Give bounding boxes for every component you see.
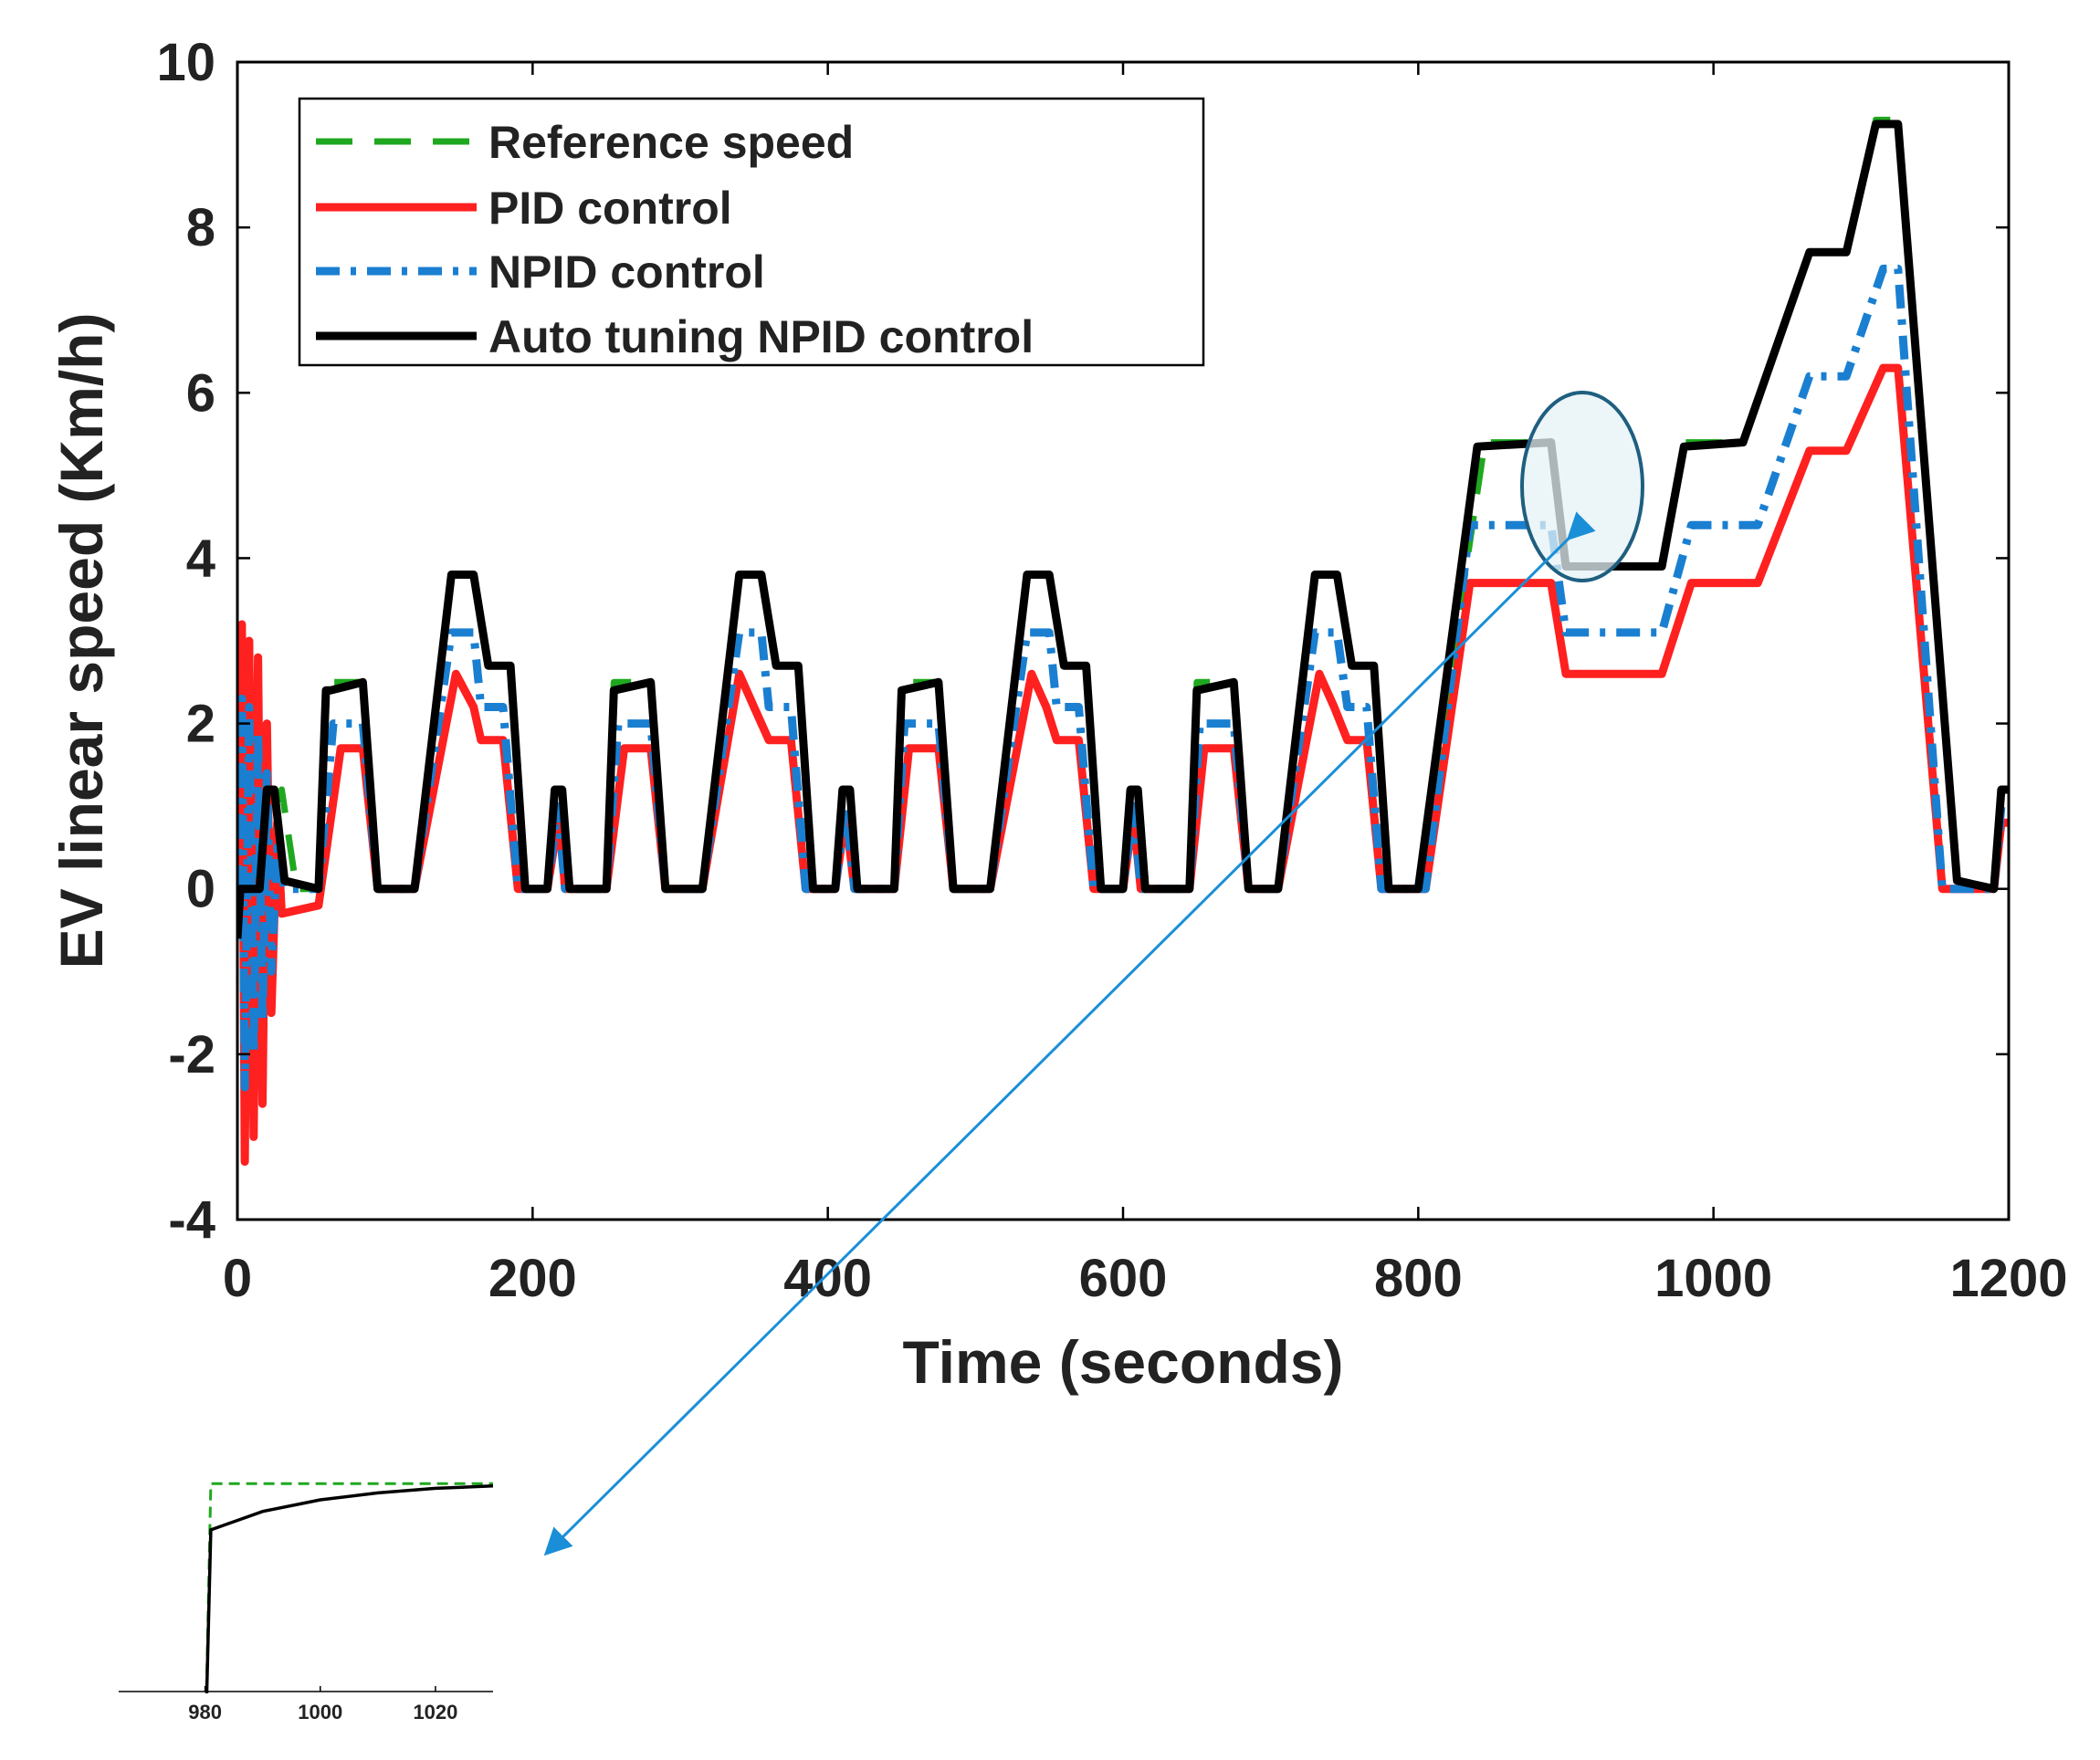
y-axis: -4 -2 0 2 4 6 8 10 [156, 33, 2009, 1250]
inset-x-tick-label: 980 [188, 1701, 222, 1723]
x-tick-label: 600 [1079, 1249, 1168, 1308]
inset-plot: 980 1000 1020 [119, 1482, 493, 1723]
inset-series-line-reference-speed [205, 1482, 493, 1693]
legend-label-pid-control: PID control [488, 183, 732, 234]
x-tick-label: 800 [1374, 1249, 1463, 1308]
y-tick-label: 8 [186, 198, 215, 257]
zoom-highlight-ellipse [1520, 391, 1644, 582]
y-tick-label: 4 [186, 529, 215, 588]
inset-x-tick-label: 1020 [413, 1701, 457, 1723]
inset-series-line-auto-tuning-npid-control [205, 1484, 493, 1693]
y-axis-label: EV linear speed (Km/h) [47, 313, 115, 969]
legend-label-auto-tuning-npid-control: Auto tuning NPID control [488, 311, 1034, 362]
y-tick-label: 10 [156, 33, 215, 92]
inset-x-tick-label: 1000 [298, 1701, 342, 1723]
y-tick-label: 6 [186, 363, 215, 423]
x-tick-label: 0 [223, 1249, 252, 1308]
legend: Reference speed PID control NPID control Au… [298, 97, 1205, 367]
x-tick-label: 1000 [1654, 1249, 1772, 1308]
legend-label-npid-control: NPID control [488, 246, 765, 298]
series-line-npid-control [237, 264, 2009, 1092]
x-tick-label: 1200 [1949, 1249, 2067, 1308]
x-axis-label: Time (seconds) [903, 1328, 1344, 1396]
y-tick-label: -4 [168, 1190, 215, 1250]
x-tick-label: 200 [488, 1249, 577, 1308]
series-line-pid-control [237, 363, 2009, 1167]
legend-label-reference-speed: Reference speed [488, 117, 854, 168]
y-tick-label: 2 [186, 695, 215, 754]
zoom-arrow [543, 511, 1596, 1556]
y-tick-label: -2 [168, 1025, 215, 1084]
x-tick-label: 400 [783, 1249, 872, 1308]
y-tick-label: 0 [186, 860, 215, 919]
